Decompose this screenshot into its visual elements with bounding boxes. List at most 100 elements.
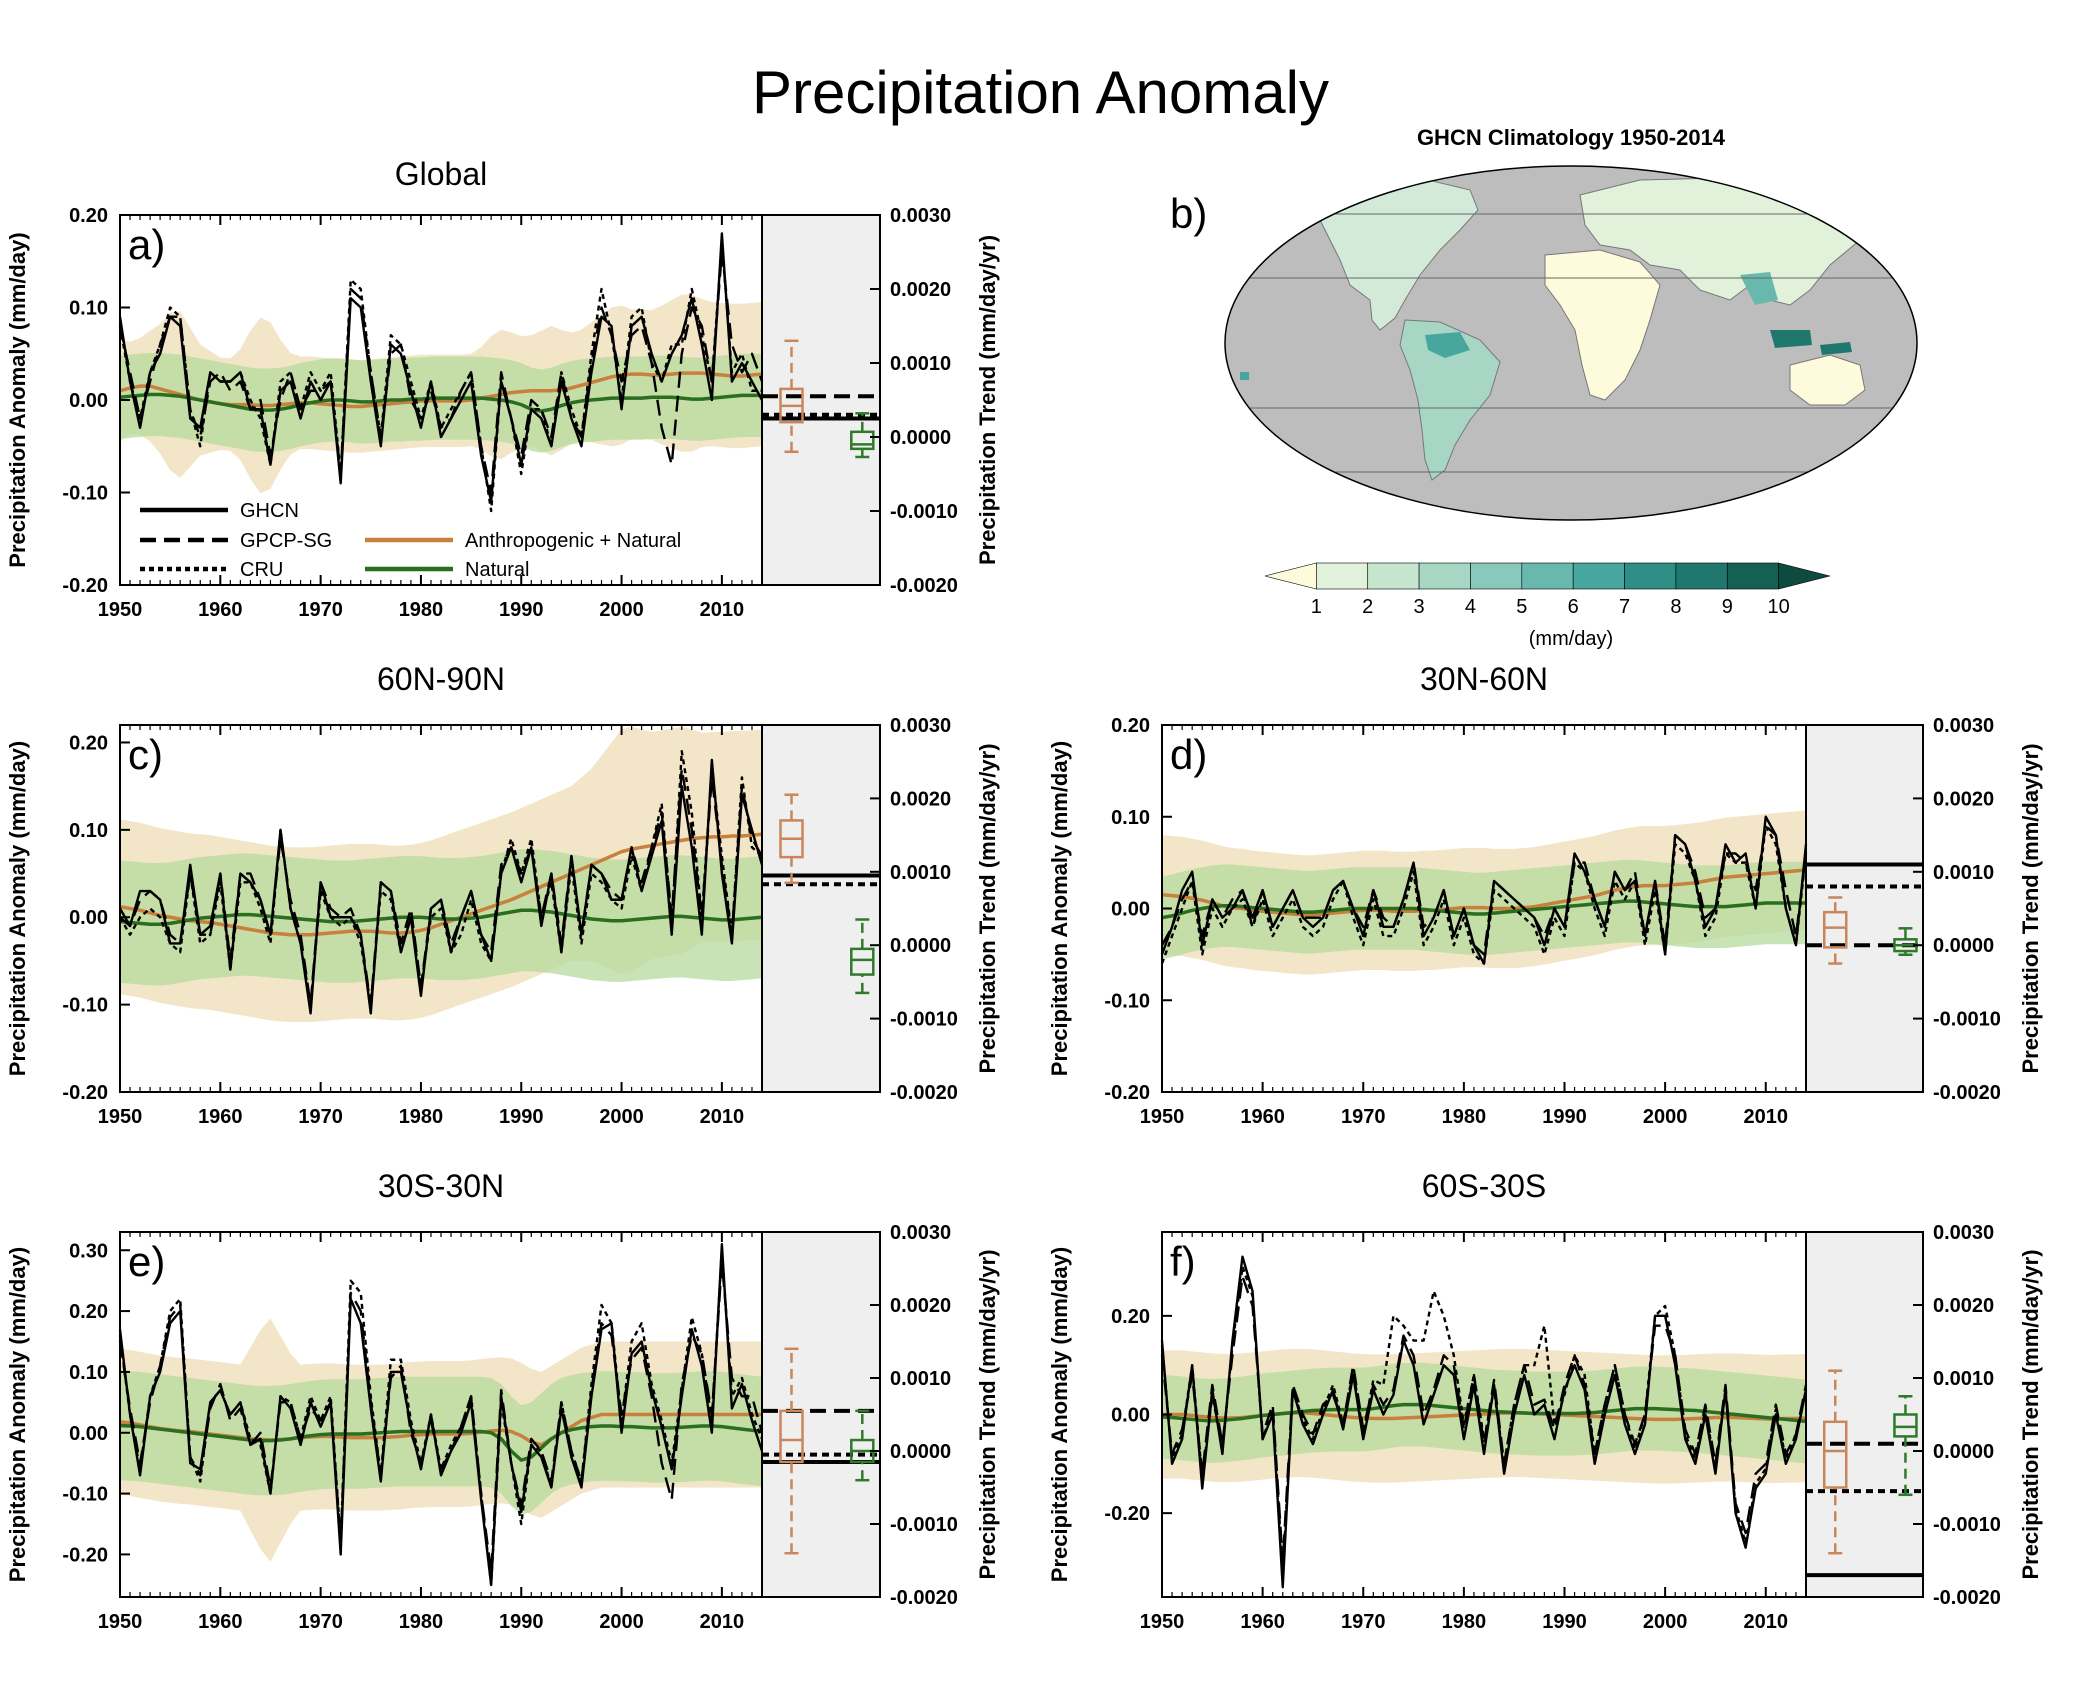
plot-frame [119, 724, 881, 1093]
x-tick-label: 1960 [198, 599, 243, 621]
box-iqr [850, 430, 875, 451]
y-right-axis-title: Precipitation Trend (mm/day/yr) [975, 235, 1000, 565]
x-tick-label: 1970 [298, 1611, 343, 1633]
colorbar-bin-4 [1470, 562, 1523, 590]
y-tick-label: -0.20 [62, 1082, 108, 1104]
x-tick-label: 1990 [499, 1106, 544, 1128]
colorbar-unit: (mm/day) [1529, 628, 1613, 650]
y-right-tick-label: -0.0020 [890, 575, 958, 597]
x-tick-label: 2010 [700, 1611, 745, 1633]
y-right-tick-label: 0.0020 [890, 1295, 951, 1317]
indonesia-shape [1770, 330, 1852, 355]
cru-series-line [1160, 1265, 1808, 1574]
y-right-axis-title: Precipitation Trend (mm/day/yr) [975, 743, 1000, 1073]
colorbar-tick-label: 6 [1568, 596, 1579, 618]
y-tick-label: 0.00 [1111, 1405, 1150, 1427]
y-right-tick-label: 0.0030 [890, 1222, 951, 1244]
y-tick-label: -0.10 [62, 483, 108, 505]
panel-label: f) [1170, 1238, 1196, 1285]
y-right-tick-label: 0.0010 [890, 353, 951, 375]
x-tick-label: 1980 [399, 1611, 444, 1633]
natural-mean-line [1161, 899, 1806, 920]
colorbar-bin-7 [1624, 562, 1677, 590]
y-right-axis-title: Precipitation Trend (mm/day/yr) [2018, 1249, 2043, 1579]
main-title: Precipitation Anomaly [752, 59, 1329, 126]
natural-range-band [120, 352, 762, 453]
y-tick-label: 0.10 [69, 820, 108, 842]
colorbar-tick-label: 3 [1414, 596, 1425, 618]
x-tick-label: 2000 [599, 1106, 644, 1128]
panel-label-b: b) [1170, 190, 1207, 237]
y-tick-label: -0.10 [62, 995, 108, 1017]
y-right-tick-label: 0.0020 [1933, 1295, 1994, 1317]
y-right-tick-label: 0.0030 [1933, 715, 1994, 737]
x-tick-label: 1960 [1240, 1611, 1285, 1633]
y-right-tick-label: 0.0030 [890, 715, 951, 737]
map-outline [1224, 165, 1918, 521]
panel-title: Global [395, 156, 488, 192]
colorbar-tick-label: 10 [1768, 596, 1790, 618]
x-tick-label: 1990 [1542, 1611, 1587, 1633]
y-right-axis-title: Precipitation Trend (mm/day/yr) [2018, 743, 2043, 1073]
y-axis-title: Precipitation Anomaly (mm/day) [5, 232, 30, 567]
y-right-tick-label: 0.0000 [1933, 1441, 1994, 1463]
colorbar-tick-label: 5 [1516, 596, 1527, 618]
x-tick-label: 2010 [1744, 1611, 1789, 1633]
x-tick-label: 1980 [399, 1106, 444, 1128]
australia-shape [1789, 354, 1866, 406]
y-right-tick-label: 0.0020 [890, 788, 951, 810]
y-tick-label: 0.20 [69, 205, 108, 227]
x-tick-label: 1990 [499, 1611, 544, 1633]
natural-trend-boxplot [850, 918, 875, 995]
x-tick-label: 1970 [1341, 1611, 1386, 1633]
colorbar-bin-1 [1316, 562, 1369, 590]
y-right-tick-label: 0.0030 [890, 205, 951, 227]
anthro-trend-boxplot [779, 339, 804, 454]
trend-panel [1806, 725, 1923, 1092]
natural-trend-boxplot [1893, 927, 1918, 956]
y-tick-label: -0.20 [1104, 1503, 1150, 1525]
x-tick-label: 1970 [1341, 1106, 1386, 1128]
x-tick-label: 2000 [599, 599, 644, 621]
box-iqr [1893, 1413, 1918, 1438]
colorbar-bin-0 [1264, 562, 1317, 590]
y-right-tick-label: 0.0020 [890, 279, 951, 301]
x-tick-label: 1950 [98, 1611, 143, 1633]
y-axis-title: Precipitation Anomaly (mm/day) [5, 741, 30, 1076]
x-tick-label: 1970 [298, 1106, 343, 1128]
southeast-asia-wet-region [1740, 272, 1778, 305]
x-tick-label: 1950 [98, 599, 143, 621]
y-right-tick-label: -0.0020 [890, 1587, 958, 1609]
colorbar-bin-9 [1726, 562, 1779, 590]
colorbar-tick-label: 1 [1311, 596, 1322, 618]
colorbar-tick-label: 7 [1619, 596, 1630, 618]
y-right-tick-label: 0.0030 [1933, 1222, 1994, 1244]
y-axis-title: Precipitation Anomaly (mm/day) [1047, 741, 1072, 1076]
line-panels: 0.200.100.00-0.10-0.200.00300.00200.0010… [5, 156, 2043, 1633]
gpcp-series-line [1160, 824, 1808, 956]
y-axis-title: Precipitation Anomaly (mm/day) [5, 1247, 30, 1582]
box-iqr [779, 1409, 804, 1464]
y-right-tick-label: 0.0010 [1933, 862, 1994, 884]
colorbar-tick-label: 9 [1722, 596, 1733, 618]
panel-f: 0.20 0.00 -0.20 0.0030 0.0020 0.0010 0.0000 -0.… [1047, 1168, 2043, 1633]
x-tick-label: 1990 [1542, 1106, 1587, 1128]
anthro-trend-boxplot [779, 793, 804, 885]
panel-d: 0.20 0.10 0.00 -0.10 -0.20 0.0030 0.0020 0.0010… [1047, 661, 2043, 1128]
panel-a: 0.20 0.10 0.00 -0.10 -0.20 0.0030 0.0020 0.0010… [5, 156, 1000, 621]
panel-title: 30S-30N [378, 1168, 504, 1204]
legend-ghcn-label: GHCN [240, 500, 299, 522]
y-right-tick-label: -0.0020 [890, 1082, 958, 1104]
y-tick-label: 0.00 [1111, 899, 1150, 921]
y-tick-label: -0.20 [62, 1544, 108, 1566]
legend-cru-label: CRU [240, 559, 283, 581]
y-tick-label: 0.10 [69, 1362, 108, 1384]
y-right-tick-label: 0.0010 [890, 1368, 951, 1390]
y-right-tick-label: -0.0010 [890, 1514, 958, 1536]
y-tick-label: 0.20 [69, 1301, 108, 1323]
colorbar-tick-label: 2 [1362, 596, 1373, 618]
cru-series-line [1160, 824, 1808, 965]
panel-title: 60S-30S [1422, 1168, 1547, 1204]
